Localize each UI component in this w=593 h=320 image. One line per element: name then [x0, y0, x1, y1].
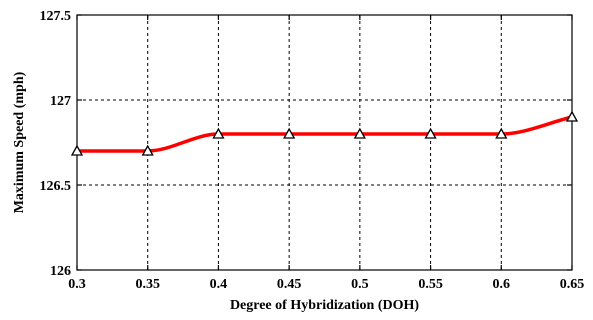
y-axis-label: Maximum Speed (mph) — [12, 71, 27, 213]
x-tick-label: 0.35 — [135, 277, 160, 292]
series-markers — [70, 110, 579, 156]
x-tick-label: 0.4 — [210, 277, 228, 292]
x-tick-label: 0.45 — [277, 277, 302, 292]
y-tick-label: 126.5 — [40, 179, 72, 194]
x-tick-label: 0.5 — [351, 277, 369, 292]
data-point-marker — [141, 144, 154, 156]
x-tick-label: 0.3 — [68, 277, 86, 292]
y-tick-label: 126 — [50, 264, 71, 279]
data-point-marker — [212, 127, 225, 139]
axis-ticks — [76, 14, 573, 271]
x-tick-label: 0.55 — [418, 277, 443, 292]
x-tick-label: 0.6 — [493, 277, 511, 292]
plot-frame — [76, 14, 573, 271]
x-tick-label: 0.65 — [560, 277, 585, 292]
data-point-marker — [70, 144, 84, 156]
y-tick-label: 127.5 — [40, 9, 72, 24]
data-point-marker — [424, 127, 437, 139]
x-tick-labels: 0.3 0.35 0.4 0.45 0.5 0.55 0.6 0.65 — [68, 277, 584, 292]
y-tick-labels: 126 126.5 127 127.5 — [40, 9, 72, 279]
y-tick-label: 127 — [50, 94, 71, 109]
data-point-marker — [283, 127, 296, 139]
data-point-marker — [495, 127, 508, 139]
grid-lines — [77, 15, 572, 270]
x-axis-label: Degree of Hybridization (DOH) — [230, 298, 419, 313]
data-point-marker — [565, 110, 579, 122]
data-point-marker — [353, 127, 366, 139]
series-line — [75, 115, 574, 153]
